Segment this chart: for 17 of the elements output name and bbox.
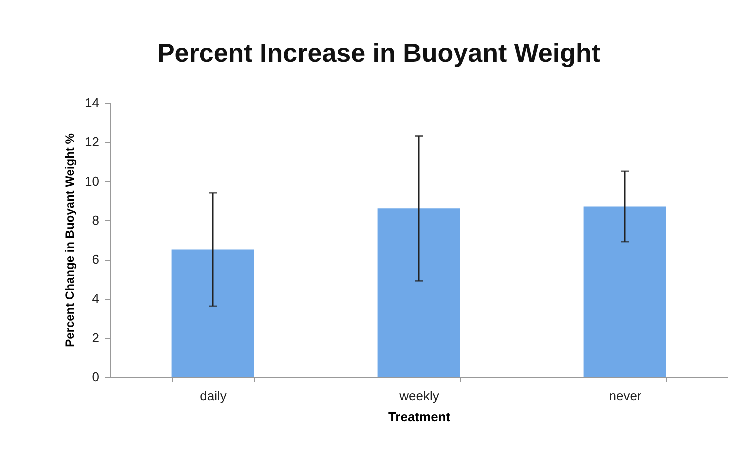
y-tick-label: 0 xyxy=(92,370,100,384)
bar xyxy=(172,250,254,377)
y-tick-label: 14 xyxy=(85,96,100,110)
y-tick-label: 4 xyxy=(92,291,100,306)
y-tick-label: 6 xyxy=(92,252,100,268)
x-tick-label: weekly xyxy=(398,388,440,404)
x-axis-title: Treatment xyxy=(388,410,452,424)
y-tick-label: 12 xyxy=(85,134,100,150)
y-tick-label: 8 xyxy=(92,212,100,228)
x-tick-label: never xyxy=(609,388,642,404)
bar xyxy=(584,206,666,377)
bar xyxy=(378,208,460,377)
y-tick-label: 10 xyxy=(85,174,100,189)
y-tick-label: 2 xyxy=(92,330,100,346)
chart-title: Percent Increase in Buoyant Weight xyxy=(157,38,601,68)
x-tick-label: daily xyxy=(200,388,228,404)
y-axis-title: Percent Change in Buoyant Weight % xyxy=(63,133,78,348)
